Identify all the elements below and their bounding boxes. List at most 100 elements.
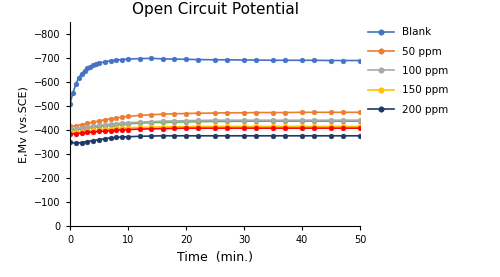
Line: 200 ppm: 200 ppm [68,133,362,146]
150 ppm [194,125,200,128]
200 ppm [252,134,258,137]
50 ppm [299,111,305,114]
50 ppm [78,123,84,126]
150 ppm [78,130,84,134]
50 ppm [108,117,114,120]
150 ppm [119,127,125,130]
100 ppm [78,127,84,130]
Blank [93,62,99,66]
Blank [241,58,247,62]
Blank [125,57,131,61]
150 ppm [84,129,90,133]
50 ppm [114,116,119,120]
Blank [119,58,125,61]
150 ppm [102,128,108,131]
100 ppm [102,124,108,128]
Blank [88,65,94,68]
200 ppm [194,134,200,137]
200 ppm [224,134,230,137]
200 ppm [160,134,166,137]
100 ppm [108,124,114,127]
100 ppm [299,119,305,123]
Blank [70,91,76,94]
100 ppm [310,119,316,123]
Blank [212,58,218,61]
200 ppm [212,134,218,137]
Title: Open Circuit Potential: Open Circuit Potential [132,2,298,17]
150 ppm [357,125,363,128]
200 ppm [125,135,131,138]
200 ppm [357,134,363,137]
100 ppm [73,128,79,131]
Blank [102,60,108,63]
200 ppm [172,134,177,137]
50 ppm [183,112,189,115]
100 ppm [241,119,247,123]
100 ppm [160,121,166,124]
100 ppm [282,119,288,123]
150 ppm [148,125,154,129]
Line: 50 ppm: 50 ppm [68,110,362,129]
50 ppm [160,112,166,116]
100 ppm [90,126,96,129]
50 ppm [119,116,125,119]
200 ppm [328,134,334,137]
200 ppm [119,135,125,139]
50 ppm [73,124,79,127]
Legend: Blank, 50 ppm, 100 ppm, 150 ppm, 200 ppm: Blank, 50 ppm, 100 ppm, 150 ppm, 200 ppm [368,27,449,115]
200 ppm [136,135,142,138]
200 ppm [340,134,345,137]
Blank [282,59,288,62]
100 ppm [114,123,119,126]
150 ppm [340,125,345,128]
Blank [357,59,363,62]
200 ppm [67,140,73,144]
50 ppm [102,118,108,121]
100 ppm [357,119,363,123]
Blank [172,57,177,61]
200 ppm [78,141,84,144]
100 ppm [270,119,276,123]
50 ppm [96,119,102,123]
Blank [224,58,230,61]
100 ppm [67,128,73,132]
Blank [76,76,82,79]
200 ppm [241,134,247,137]
150 ppm [136,126,142,129]
50 ppm [172,112,177,116]
200 ppm [90,139,96,142]
50 ppm [310,111,316,114]
50 ppm [241,111,247,114]
Blank [328,59,334,62]
50 ppm [224,111,230,114]
Blank [78,72,84,75]
Line: Blank: Blank [68,56,362,106]
200 ppm [108,136,114,140]
50 ppm [252,111,258,114]
150 ppm [172,125,177,128]
150 ppm [310,125,316,128]
50 ppm [328,111,334,114]
Blank [114,58,119,62]
50 ppm [148,113,154,116]
100 ppm [328,119,334,123]
Blank [270,59,276,62]
150 ppm [67,131,73,134]
50 ppm [194,112,200,115]
Blank [84,66,90,70]
100 ppm [340,119,345,123]
50 ppm [84,122,90,125]
200 ppm [102,137,108,140]
200 ppm [183,134,189,137]
150 ppm [160,125,166,129]
100 ppm [172,120,177,124]
200 ppm [73,142,79,145]
200 ppm [310,134,316,137]
50 ppm [357,111,363,114]
200 ppm [270,134,276,137]
Line: 100 ppm: 100 ppm [68,119,362,132]
150 ppm [270,125,276,128]
100 ppm [194,120,200,123]
50 ppm [136,114,142,117]
Blank [183,58,189,61]
